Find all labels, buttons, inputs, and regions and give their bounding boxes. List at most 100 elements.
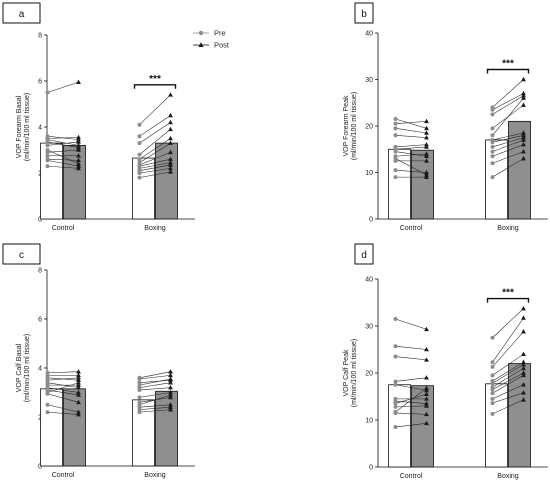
subject-line	[492, 135, 524, 143]
point-post	[76, 409, 81, 414]
subject-line	[47, 404, 79, 413]
subject-line	[492, 368, 524, 388]
subject-line	[492, 93, 524, 110]
y-tick-label: 4	[38, 125, 42, 132]
point-pre	[490, 133, 495, 138]
subject-line	[395, 384, 427, 391]
point-post	[521, 137, 526, 142]
x-category-label-control: Control	[52, 225, 75, 232]
subject-line	[139, 406, 171, 410]
point-post	[168, 160, 173, 165]
panel-letter: b	[361, 9, 367, 20]
y-axis-label: VOP Calf Peak	[343, 349, 350, 396]
point-pre	[45, 153, 50, 158]
subject-line	[492, 97, 524, 136]
point-post	[521, 148, 526, 154]
point-post	[424, 142, 429, 147]
subject-line	[139, 382, 171, 388]
y-tick-label: 40	[365, 277, 373, 284]
subject-line	[47, 393, 79, 403]
point-post	[168, 404, 173, 409]
point-post	[76, 165, 81, 171]
point-post	[168, 135, 173, 141]
bar-pre-control	[40, 388, 63, 467]
significance-bracket	[486, 68, 530, 74]
point-post	[424, 151, 429, 156]
point-post	[168, 402, 173, 407]
subject-line	[492, 158, 524, 178]
point-post	[521, 155, 526, 161]
subject-line	[139, 94, 171, 125]
subject-line	[139, 142, 171, 163]
point-post	[76, 145, 81, 150]
point-post	[76, 380, 81, 385]
point-post	[424, 130, 429, 135]
subject-line	[47, 377, 79, 381]
bar-post-control	[63, 144, 86, 220]
point-post	[168, 165, 173, 171]
point-pre	[393, 133, 398, 138]
bar-post-control	[63, 388, 86, 467]
point-post	[521, 361, 526, 367]
panel-letter-box	[354, 2, 374, 24]
subject-line	[395, 144, 427, 148]
bar-post-boxing	[155, 390, 178, 467]
subject-line	[139, 168, 171, 174]
point-post	[76, 161, 81, 166]
point-post	[76, 389, 81, 395]
bar-post-control	[411, 149, 434, 220]
subject-line	[492, 95, 524, 115]
subject-line	[47, 149, 79, 165]
point-post	[76, 377, 81, 383]
subject-line	[47, 81, 79, 93]
point-post	[521, 397, 526, 402]
point-post	[521, 372, 526, 378]
point-pre	[393, 316, 398, 321]
point-post	[76, 139, 81, 144]
point-post	[168, 389, 173, 395]
subject-line	[492, 317, 524, 363]
bar-post-boxing	[155, 142, 178, 220]
point-pre	[393, 149, 398, 154]
point-pre	[490, 373, 495, 378]
point-pre	[490, 401, 495, 406]
panel-c-chart: c 0 2 4 6 8 VOP Calf Basal (ml/min/100 ml tissu…	[2, 243, 195, 479]
panel-letter: c	[19, 250, 24, 261]
bar-pre-control	[388, 148, 411, 220]
point-pre	[45, 164, 50, 169]
x-category-label-boxing: Boxing	[497, 225, 519, 232]
point-post	[521, 306, 526, 311]
point-pre	[45, 402, 50, 407]
subject-line	[139, 375, 171, 380]
subject-line	[139, 171, 171, 178]
point-post	[424, 396, 429, 401]
point-pre	[490, 144, 495, 149]
subject-line	[47, 141, 79, 146]
point-post	[521, 102, 526, 107]
subject-line	[492, 151, 524, 164]
point-post	[76, 137, 81, 142]
subject-line	[395, 393, 427, 404]
subject-line	[139, 379, 171, 383]
panel-letter-box	[2, 243, 41, 265]
point-post	[76, 153, 81, 158]
panel-b-chart: b 0 10 20 30 40 VOP Forearm Peak (ml/min/100 ml…	[343, 2, 548, 232]
y-axis-label: VOP Calf Basal	[16, 343, 23, 392]
point-post	[521, 382, 526, 387]
subject-line	[47, 165, 79, 169]
point-pre	[45, 148, 50, 152]
point-post	[521, 130, 526, 135]
subject-line	[492, 331, 524, 368]
subject-line	[47, 371, 79, 374]
subject-line	[395, 345, 427, 350]
point-post	[76, 399, 81, 405]
subject-line	[47, 158, 79, 161]
panel-letter: a	[19, 9, 25, 20]
point-post	[168, 126, 173, 132]
point-pre	[137, 395, 142, 400]
point-post	[521, 90, 526, 96]
subject-line	[395, 128, 427, 134]
y-tick-label: 2	[38, 171, 42, 178]
point-post	[76, 369, 81, 374]
point-pre	[393, 121, 398, 126]
